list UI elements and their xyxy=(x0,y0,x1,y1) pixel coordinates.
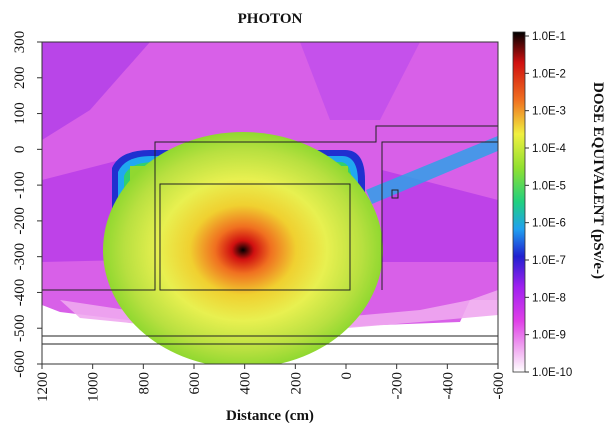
colorbar-tick-label: 1.0E-5 xyxy=(532,180,566,192)
x-tick-label: 1000 xyxy=(86,372,102,402)
wall-outlines xyxy=(42,125,498,345)
chart-title: PHOTON xyxy=(238,11,303,27)
x-axis-ticks: 1200 1000 800 600 400 200 0 -200 -400 -600 xyxy=(35,364,507,402)
y-tick-label: 200 xyxy=(12,67,28,90)
x-tick-label: 1200 xyxy=(35,372,51,402)
colorbar xyxy=(512,31,526,373)
colorbar-title: DOSE EQUIVALENT (pSv/e-) xyxy=(590,82,606,279)
y-tick-label: -300 xyxy=(12,243,28,271)
heatmap-field xyxy=(42,42,498,364)
colorbar-tick-label: 1.0E-2 xyxy=(532,68,566,80)
colorbar-tick-label: 1.0E-6 xyxy=(532,218,566,230)
x-tick-label: 400 xyxy=(238,372,254,395)
maze-wall-outline xyxy=(381,141,498,290)
colorbar-tick-label: 1.0E-7 xyxy=(532,255,566,267)
x-axis-title: Distance (cm) xyxy=(226,408,314,423)
y-tick-label: -600 xyxy=(12,350,28,378)
colorbar-tick-label: 1.0E-3 xyxy=(532,106,566,118)
duct-outline xyxy=(391,189,399,199)
y-tick-label: 0 xyxy=(12,146,28,154)
streak-band-1 xyxy=(42,42,150,140)
y-axis-ticks: -600 -500 -400 -300 -200 -100 0 100 200 300 xyxy=(12,31,42,378)
colorbar-tick-label: 1.0E-4 xyxy=(532,143,566,155)
y-tick-label: -100 xyxy=(12,171,28,199)
colorbar-tick-label: 1.0E-1 xyxy=(532,31,566,43)
y-tick-label: -400 xyxy=(12,279,28,307)
y-tick-label: 300 xyxy=(12,31,28,54)
streak-band-2 xyxy=(300,42,420,120)
x-tick-label: 600 xyxy=(187,372,203,395)
x-tick-label: -600 xyxy=(491,372,507,400)
shield-wall-outline xyxy=(42,125,498,291)
duct-beam xyxy=(366,135,498,204)
x-tick-label: 0 xyxy=(339,372,355,380)
y-tick-label: -500 xyxy=(12,314,28,342)
streak-band-4 xyxy=(382,170,498,262)
dose-hotspot xyxy=(103,132,383,364)
y-tick-label: 100 xyxy=(12,102,28,125)
x-tick-label: -200 xyxy=(390,372,406,400)
plot-frame xyxy=(41,41,499,365)
colorbar-ticks: 1.0E-1 1.0E-2 1.0E-3 1.0E-4 1.0E-5 1.0E-6 1.0E… xyxy=(525,31,572,379)
x-tick-label: 800 xyxy=(136,372,152,395)
colorbar-tick-label: 1.0E-8 xyxy=(532,292,566,304)
y-tick-label: -200 xyxy=(12,207,28,235)
inner-room-outline xyxy=(159,183,351,291)
colorbar-tick-label: 1.0E-10 xyxy=(532,367,572,379)
x-tick-label: -400 xyxy=(440,372,456,400)
x-tick-label: 200 xyxy=(288,372,304,395)
colorbar-tick-label: 1.0E-9 xyxy=(532,330,566,342)
